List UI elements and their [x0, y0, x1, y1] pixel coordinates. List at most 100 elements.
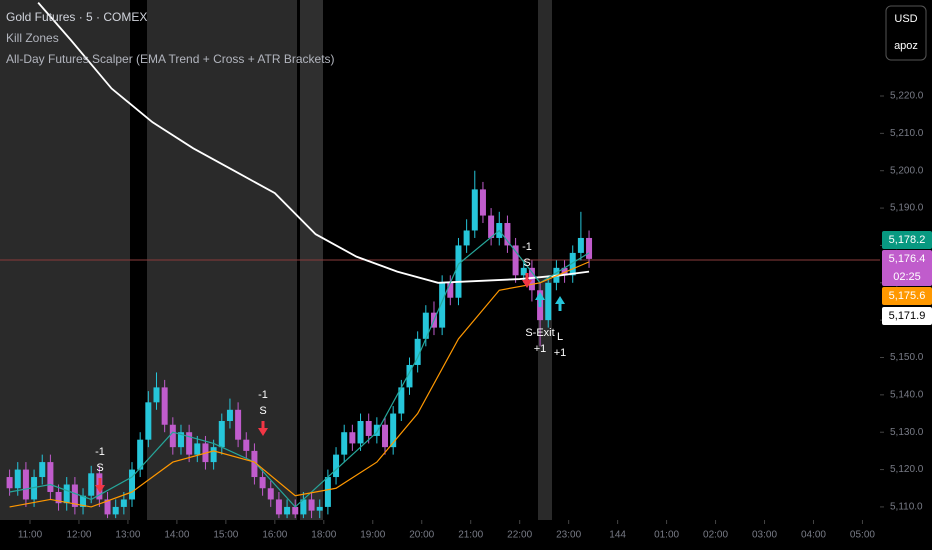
signal-arrow-head [258, 428, 268, 436]
candle-body [169, 424, 176, 448]
signal-label: S [259, 405, 266, 417]
candle-body [88, 473, 95, 496]
ema-line [37, 2, 590, 284]
signal-arrow-head [555, 296, 565, 304]
candle-body [406, 364, 413, 388]
y-tick-label: 5,210.0 [890, 128, 924, 139]
indicator-label: Kill Zones [6, 31, 59, 45]
y-tick-label: 5,120.0 [890, 464, 924, 475]
candle-body [22, 469, 29, 500]
candle-body [39, 462, 46, 478]
candle-body [569, 252, 576, 276]
candle-body [104, 499, 111, 515]
ema-line [9, 261, 590, 508]
x-tick-label: 15:00 [213, 530, 238, 541]
x-tick-label: 18:00 [311, 530, 336, 541]
candle-body [194, 443, 201, 455]
price-tag [882, 307, 932, 325]
candle-body [129, 469, 136, 500]
candle-body [528, 267, 535, 291]
signal-arrow-head [522, 280, 532, 288]
candle-body [31, 477, 38, 500]
currency-box[interactable] [885, 5, 927, 61]
candle-body [488, 215, 495, 238]
x-tick-label: 03:00 [752, 530, 777, 541]
candle-body [177, 432, 184, 448]
price-tag-label: 5,178.2 [889, 234, 926, 246]
candle-body [561, 267, 568, 276]
candle-body [357, 421, 364, 444]
y-tick-label: 5,130.0 [890, 427, 924, 438]
candle-body [333, 454, 340, 478]
signal-label: L [557, 331, 563, 343]
candle-body [341, 432, 348, 455]
ema-line [9, 229, 590, 508]
candle-body [414, 338, 421, 365]
y-tick-label: 5,190.0 [890, 203, 924, 214]
candle-body [80, 495, 87, 507]
x-tick-label: 19:00 [360, 530, 385, 541]
y-tick-label: 5,110.0 [890, 502, 923, 513]
candle-body [520, 267, 527, 276]
candle-body [137, 439, 144, 470]
x-tick-label: 04:00 [801, 530, 826, 541]
signal-arrow-head [535, 292, 545, 300]
price-tag [882, 231, 932, 249]
x-tick-label: 22:00 [507, 530, 532, 541]
indicator-label: All-Day Futures Scalper (EMA Trend + Cro… [6, 52, 335, 66]
candle-body [47, 462, 54, 492]
x-tick-label: 01:00 [654, 530, 679, 541]
candle-body [586, 237, 593, 259]
candle-body [471, 189, 478, 231]
candle-body [161, 387, 168, 425]
candle-body [463, 230, 470, 246]
signal-arrow-head [95, 485, 105, 493]
candle-body [398, 387, 405, 414]
candle-body [275, 499, 282, 515]
candle-body [300, 499, 307, 515]
candle-body [186, 432, 193, 455]
x-tick-label: 20:00 [409, 530, 434, 541]
candle-body [259, 477, 266, 489]
currency[interactable]: USD [894, 13, 917, 25]
candle-body [153, 387, 160, 403]
x-tick-label: 11:00 [18, 530, 43, 541]
candle-body [251, 450, 258, 478]
y-tick-label: 5,200.0 [890, 165, 924, 176]
candle-body [447, 282, 454, 298]
x-tick-label: 16:00 [262, 530, 287, 541]
price-tag-label: 5,171.9 [889, 310, 926, 322]
x-tick-label: 05:00 [850, 530, 875, 541]
candle-body [479, 189, 486, 216]
candle-body [145, 402, 152, 440]
countdown: 02:25 [893, 271, 921, 283]
candle-body [267, 488, 274, 500]
candle-body [6, 477, 13, 489]
candle-body [455, 245, 462, 298]
y-tick-label: 5,140.0 [890, 389, 924, 400]
x-tick-label: 14:00 [164, 530, 189, 541]
x-tick-label: 23:00 [556, 530, 581, 541]
candle-body [243, 439, 250, 451]
candle-body [390, 413, 397, 448]
candle-body [284, 506, 291, 515]
candle-body [439, 282, 446, 328]
price-tag-label: 5,176.4 [889, 253, 926, 265]
candle-body [308, 499, 315, 511]
y-tick-label: 5,150.0 [890, 352, 924, 363]
x-tick-label: 21:00 [458, 530, 483, 541]
candle-body [545, 282, 552, 321]
chart-title: Gold Futures · 5 · COMEX [6, 10, 147, 24]
candle-body [504, 223, 511, 246]
candle-body [422, 312, 429, 339]
candle-body [373, 424, 380, 436]
plot [6, 2, 593, 519]
signal-label: S-Exit [525, 327, 554, 339]
account[interactable]: apoz [894, 40, 918, 52]
candle-body [577, 237, 584, 253]
candle-body [382, 424, 389, 448]
candle-body [210, 447, 217, 463]
x-tick-label: 02:00 [703, 530, 728, 541]
signal-label: S [523, 257, 530, 269]
